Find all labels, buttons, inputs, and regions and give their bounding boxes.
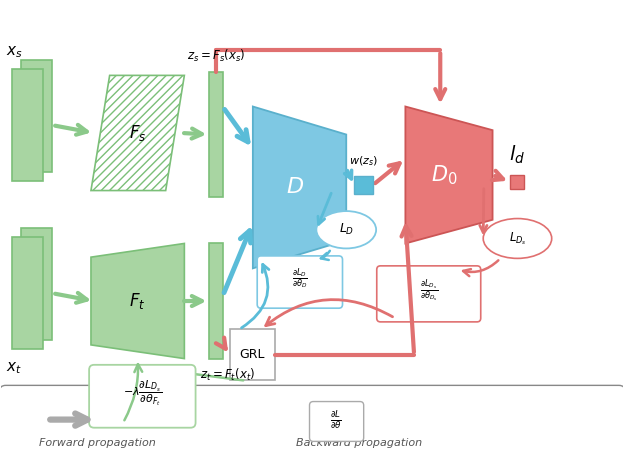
Text: Backward propagation: Backward propagation — [296, 438, 422, 448]
Text: $D$: $D$ — [286, 177, 304, 197]
Polygon shape — [12, 237, 43, 349]
Polygon shape — [12, 69, 43, 181]
Text: $F_s$: $F_s$ — [129, 123, 147, 143]
FancyBboxPatch shape — [310, 401, 364, 441]
FancyBboxPatch shape — [0, 385, 624, 462]
Bar — [510, 175, 524, 188]
Polygon shape — [91, 75, 184, 190]
Text: $L_D$: $L_D$ — [339, 222, 354, 237]
Bar — [209, 243, 223, 359]
Polygon shape — [406, 107, 492, 243]
Bar — [354, 176, 373, 194]
Polygon shape — [21, 60, 52, 172]
FancyBboxPatch shape — [377, 266, 480, 322]
Text: $F_t$: $F_t$ — [129, 291, 146, 311]
Text: $x_t$: $x_t$ — [6, 360, 22, 376]
Polygon shape — [253, 107, 346, 268]
Text: $\frac{\partial L_D}{\partial \theta_D}$: $\frac{\partial L_D}{\partial \theta_D}$ — [292, 267, 308, 291]
Polygon shape — [91, 243, 184, 359]
Text: Forward propagation: Forward propagation — [39, 438, 156, 448]
Text: $z_s = F_s(x_s)$: $z_s = F_s(x_s)$ — [187, 48, 246, 64]
Text: $x_s$: $x_s$ — [6, 44, 22, 60]
FancyBboxPatch shape — [89, 365, 195, 428]
FancyBboxPatch shape — [257, 256, 343, 308]
Text: $w(z_s)$: $w(z_s)$ — [349, 154, 378, 168]
Ellipse shape — [316, 211, 376, 249]
Ellipse shape — [483, 219, 552, 258]
Text: $L_{D_s}$: $L_{D_s}$ — [509, 230, 526, 247]
Text: $D_0$: $D_0$ — [431, 163, 458, 187]
Text: $\frac{\partial L_{D_s}}{\partial \theta_{D_s}}$: $\frac{\partial L_{D_s}}{\partial \theta… — [419, 277, 438, 304]
Text: $-\lambda\dfrac{\partial L_{D_s}}{\partial \theta_{F_t}}$: $-\lambda\dfrac{\partial L_{D_s}}{\parti… — [123, 378, 162, 408]
Text: $z_t = F_t(x_t)$: $z_t = F_t(x_t)$ — [200, 366, 255, 383]
Text: GRL: GRL — [240, 348, 265, 361]
Bar — [209, 72, 223, 197]
Bar — [230, 329, 275, 380]
Text: $l_d$: $l_d$ — [509, 143, 525, 165]
Polygon shape — [21, 228, 52, 340]
Text: $\frac{\partial L}{\partial \theta}$: $\frac{\partial L}{\partial \theta}$ — [329, 409, 341, 432]
